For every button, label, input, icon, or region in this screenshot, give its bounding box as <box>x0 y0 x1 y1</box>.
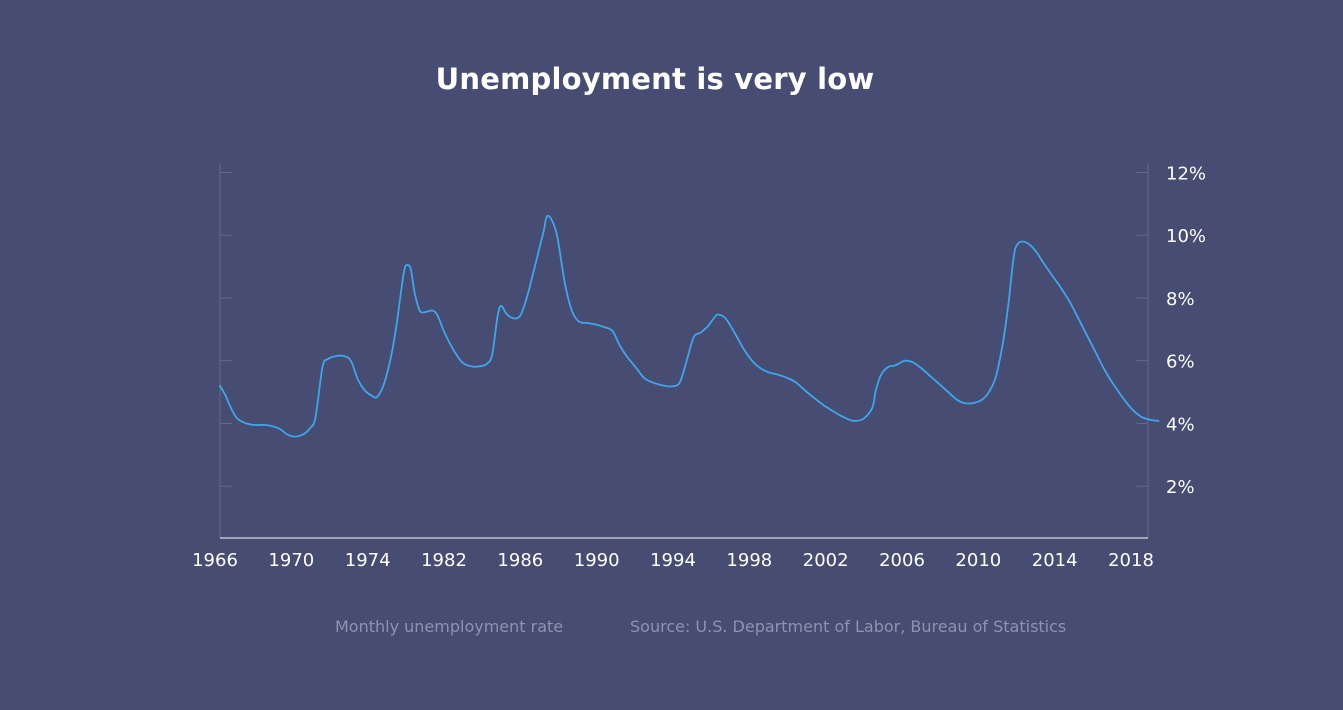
x-axis-ticks: 1966 1970 1974 1982 1986 1990 1994 1998 2002 2006… <box>192 550 1154 571</box>
x-tick-label: 1990 <box>574 550 620 571</box>
y-tick-label: 2% <box>1166 477 1195 498</box>
x-tick-label: 2002 <box>803 550 849 571</box>
y-axis-ticks: 2% 4% 6% 8% 10% 12% <box>220 163 1206 498</box>
y-tick-label: 8% <box>1166 289 1195 310</box>
x-tick-label: 1966 <box>192 550 238 571</box>
y-tick-label: 6% <box>1166 352 1195 373</box>
y-tick-label: 12% <box>1166 163 1206 184</box>
x-tick-label: 1970 <box>268 550 314 571</box>
unemployment-series-line <box>219 214 1160 438</box>
chart-axes <box>219 163 1149 539</box>
x-tick-label: 1982 <box>421 550 467 571</box>
x-tick-label: 1998 <box>726 550 772 571</box>
x-tick-label: 2010 <box>955 550 1001 571</box>
y-tick-label: 10% <box>1166 226 1206 247</box>
chart-title: Unemployment is very low <box>435 62 875 96</box>
x-tick-label: 1986 <box>497 550 543 571</box>
chart-caption: Monthly unemployment rate <box>335 617 564 636</box>
y-tick-label: 4% <box>1166 414 1195 435</box>
x-tick-label: 2014 <box>1032 550 1078 571</box>
x-tick-label: 2018 <box>1108 550 1154 571</box>
x-tick-label: 1994 <box>650 550 696 571</box>
x-tick-label: 1974 <box>345 550 391 571</box>
chart-source: Source: U.S. Department of Labor, Bureau… <box>630 617 1067 636</box>
x-tick-label: 2006 <box>879 550 925 571</box>
chart-series <box>219 214 1160 438</box>
